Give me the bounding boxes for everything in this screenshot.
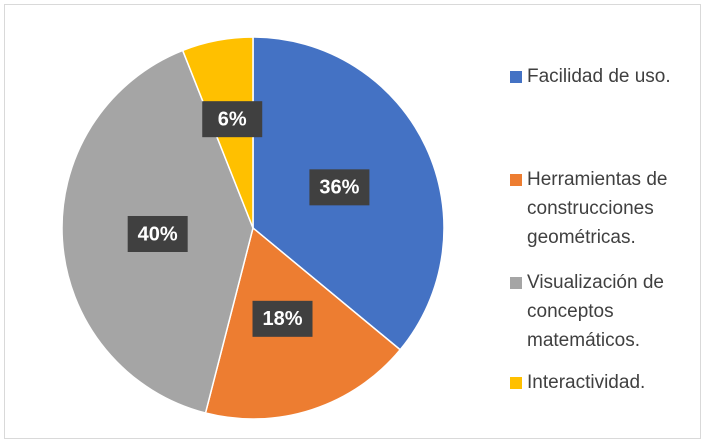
legend-item: Interactividad.	[510, 368, 695, 397]
legend-item: Herramientas de construcciones geométric…	[510, 165, 695, 252]
legend-item: Visualización de conceptos matemáticos.	[510, 268, 695, 355]
data-label-box	[252, 300, 313, 337]
legend-label: Facilidad de uso.	[527, 66, 671, 87]
data-label: 6%	[218, 108, 247, 130]
legend-swatch	[510, 71, 522, 83]
chart-frame	[4, 4, 701, 439]
legend-item: Facilidad de uso.	[510, 62, 695, 91]
data-label-box	[202, 101, 263, 138]
data-label: 36%	[319, 177, 359, 199]
legend-label: Visualización de conceptos matemáticos.	[527, 272, 664, 351]
data-label: 40%	[138, 223, 178, 245]
data-label-box	[309, 169, 370, 206]
legend-swatch	[510, 174, 522, 186]
legend-label: Herramientas de construcciones geométric…	[527, 169, 668, 248]
legend-swatch	[510, 277, 522, 289]
data-label: 18%	[262, 308, 302, 330]
legend-label: Interactividad.	[527, 372, 646, 393]
legend-swatch	[510, 377, 522, 389]
data-label-box	[127, 215, 188, 252]
